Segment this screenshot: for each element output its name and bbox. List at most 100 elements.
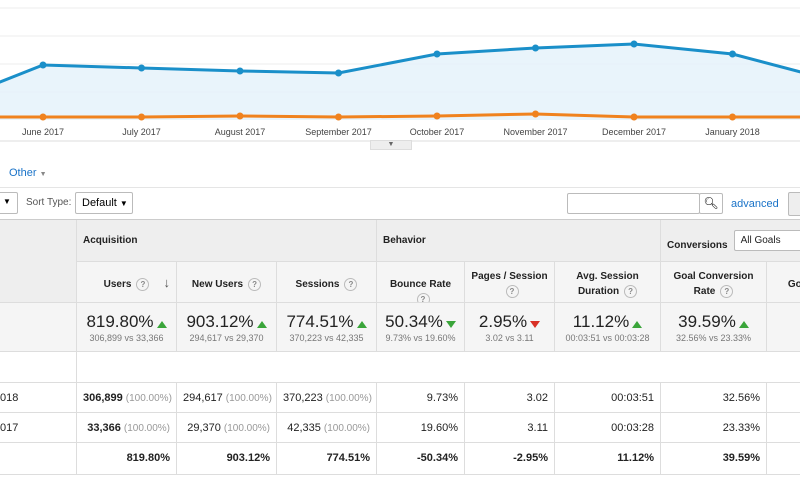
summary-value-line: 774.51% <box>277 312 376 332</box>
filter-link[interactable]: Other ▼ <box>9 167 47 179</box>
point <box>138 113 145 121</box>
column-header[interactable]: Avg. Session Duration? <box>555 262 661 303</box>
point <box>236 67 244 75</box>
cell-value: 32.56% <box>722 392 760 404</box>
summary-compare: 370,223 vs 42,335 <box>289 333 364 343</box>
sort-label: Sort Type: <box>26 197 72 208</box>
point <box>630 113 638 121</box>
column-header[interactable]: Goal Conversion Rate? <box>661 262 767 303</box>
blank-row <box>0 352 77 383</box>
trend-arrow <box>256 320 267 328</box>
group-header: Conversions All Goals <box>661 220 800 262</box>
point <box>532 110 539 118</box>
cell-value: 3.02 <box>526 392 548 404</box>
summary-value: 11.12% <box>572 312 630 331</box>
goal-select[interactable]: All Goals <box>733 230 800 251</box>
help-icon[interactable]: ? <box>344 277 358 291</box>
point <box>335 69 342 77</box>
cell-value: 294,617 <box>183 392 223 404</box>
summary-cell: 903.12% 294,617 vs 29,370 <box>177 303 277 352</box>
help-icon[interactable]: ? <box>505 284 519 298</box>
search-button[interactable]: 🔍︎ <box>699 193 723 214</box>
x-tick-label: December 2017 <box>602 127 666 137</box>
cell-value: 370,223 <box>283 392 323 404</box>
cell-value: -50.34% <box>417 452 458 464</box>
sort-select[interactable]: Default ▼ <box>75 192 133 214</box>
sort-value: Default <box>82 197 117 209</box>
help-icon[interactable]: ? <box>624 284 638 298</box>
cell-value: 819.80% <box>126 452 170 464</box>
group-label: Acquisition <box>83 235 138 246</box>
x-tick-label: August 2017 <box>215 127 266 137</box>
help-icon[interactable]: ? <box>720 284 734 298</box>
cell-value: 11.12% <box>617 452 654 464</box>
summary-value: 50.34% <box>385 312 443 331</box>
cell-share: (100.00%) <box>123 423 170 434</box>
column-label: Goal Conversion Rate <box>673 271 754 297</box>
view-toggle[interactable] <box>788 192 800 216</box>
summary-value: 39.59% <box>678 312 736 331</box>
summary-cell: 1,1 <box>767 303 800 352</box>
search-input[interactable] <box>567 193 700 214</box>
column-label: Users <box>103 279 132 290</box>
row-label: 018 <box>0 383 77 413</box>
column-header[interactable]: Goal C? <box>767 262 800 303</box>
cell-share: (100.00%) <box>225 393 272 404</box>
line-chart: June 2017 July 2017 August 2017 September 2… <box>0 7 800 142</box>
cell-value: 29,370 <box>187 422 221 434</box>
data-cell: 819.80% <box>77 443 177 475</box>
data-cell: -50.34% <box>377 443 465 475</box>
summary-compare-line: 306,899 vs 33,366 <box>77 332 176 344</box>
summary-value: 774.51% <box>286 312 354 331</box>
series-line <box>0 42 800 84</box>
data-cell: 903.12% <box>177 443 277 475</box>
point <box>335 113 342 121</box>
data-cell: 00:03:28 <box>555 413 661 443</box>
cell-value: 00:03:28 <box>611 422 654 434</box>
trend-arrow <box>632 320 643 328</box>
point <box>39 61 47 69</box>
trend-arrow <box>356 320 367 328</box>
summary-compare: 32.56% vs 23.33% <box>675 333 752 343</box>
help-icon[interactable]: ? <box>416 292 430 302</box>
summary-compare-line: 294,617 vs 29,370 <box>177 332 276 344</box>
data-cell: 19.60% <box>377 413 465 443</box>
cell-share: (100.00%) <box>223 423 270 434</box>
summary-cell <box>0 303 77 352</box>
x-tick-label: June 2017 <box>22 127 64 137</box>
cell-value: 774.51% <box>326 452 370 464</box>
cell-share: (100.00%) <box>125 393 172 404</box>
group-header: Acquisition <box>77 220 377 262</box>
summary-compare: 00:03:51 vs 00:03:28 <box>565 333 650 343</box>
column-header[interactable]: Bounce Rate? <box>377 262 465 303</box>
point <box>138 64 145 72</box>
column-header[interactable]: Users? ↓ <box>77 262 177 303</box>
summary-cell: 50.34% 9.73% vs 19.60% <box>377 303 465 352</box>
column-header[interactable]: New Users? <box>177 262 277 303</box>
summary-value-line: 2.95% <box>465 312 554 332</box>
dropdown[interactable]: ▼ <box>0 192 18 214</box>
column-label: Sessions <box>295 279 340 290</box>
point <box>39 113 47 121</box>
data-cell: 120 <box>767 383 800 413</box>
x-tick-label: September 2017 <box>305 127 372 137</box>
point <box>433 50 441 58</box>
cell-share: (100.00%) <box>323 423 370 434</box>
summary-value-line: 903.12% <box>177 312 276 332</box>
cell-value: 306,899 <box>83 392 123 404</box>
series-line <box>0 112 800 119</box>
column-header[interactable]: Pages / Session? <box>465 262 555 303</box>
point <box>630 40 638 48</box>
chart-toggle[interactable]: ▼ <box>370 140 412 150</box>
advanced-link[interactable]: advanced <box>731 198 779 210</box>
help-icon[interactable]: ? <box>248 277 262 291</box>
column-header[interactable]: Sessions? <box>277 262 377 303</box>
help-icon[interactable]: ? <box>136 277 150 291</box>
cell-value: -2.95% <box>513 452 548 464</box>
cell-value: 42,335 <box>287 422 321 434</box>
blank-row <box>77 352 800 383</box>
cell-value: 9.73% <box>426 392 458 404</box>
table-top <box>0 219 800 220</box>
data-cell: 3.02 <box>465 383 555 413</box>
data-cell: 9 <box>767 413 800 443</box>
